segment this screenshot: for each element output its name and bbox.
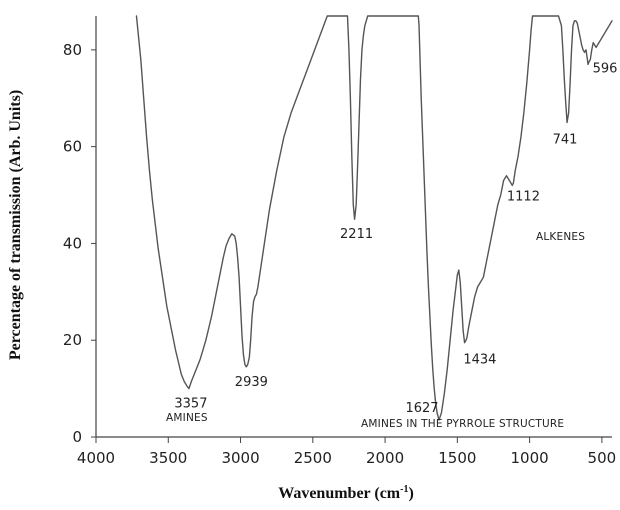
x-tick-label-1500: 1500 (438, 449, 476, 467)
x-axis-title-suffix: ) (408, 485, 413, 502)
peak-label-741: 741 (553, 132, 578, 147)
x-axis-title-main: Wavenumber (cm (278, 485, 401, 502)
x-tick-label-1000: 1000 (511, 449, 549, 467)
peak-label-596: 596 (593, 61, 618, 76)
transmission-spectrum-line (135, 15, 613, 421)
peak-label-layer: 3357 2939 2211 1627 1434 1112 741 596 (174, 61, 617, 416)
spectrum-layer (135, 15, 613, 421)
axes (95, 16, 612, 438)
annotation-amines: AMINES (166, 412, 208, 424)
y-tick-label-40: 40 (63, 234, 82, 252)
y-tick-label-80: 80 (63, 41, 82, 59)
x-tick-label-4000: 4000 (77, 449, 115, 467)
x-axis-title: Wavenumber (cm-1) (278, 484, 414, 502)
y-tick-label-20: 20 (63, 331, 82, 349)
x-tick-label-500: 500 (588, 449, 617, 467)
x-tick-label-3500: 3500 (149, 449, 187, 467)
peak-label-2939: 2939 (235, 375, 268, 390)
y-axis-title: Percentage of transmission (Arb. Units) (7, 90, 24, 360)
peak-label-2211: 2211 (340, 227, 373, 242)
peak-label-3357: 3357 (174, 397, 207, 412)
y-tick-label-60: 60 (63, 138, 82, 156)
x-tick-label-2500: 2500 (294, 449, 332, 467)
tick-layer: 4000 3500 3000 2500 2000 1500 1000 500 0 20 40 60 80 (63, 41, 616, 467)
peak-label-1627: 1627 (405, 401, 438, 416)
annotation-amines-pyrrole: AMINES IN THE PYRROLE STRUCTURE (361, 418, 564, 430)
peak-label-1434: 1434 (463, 353, 496, 368)
x-tick-label-3000: 3000 (221, 449, 259, 467)
x-tick-label-2000: 2000 (366, 449, 404, 467)
annotation-alkenes: ALKENES (536, 231, 585, 243)
y-tick-label-0: 0 (72, 428, 82, 446)
peak-label-1112: 1112 (507, 189, 540, 204)
x-axis-title-superscript: -1 (400, 484, 408, 495)
